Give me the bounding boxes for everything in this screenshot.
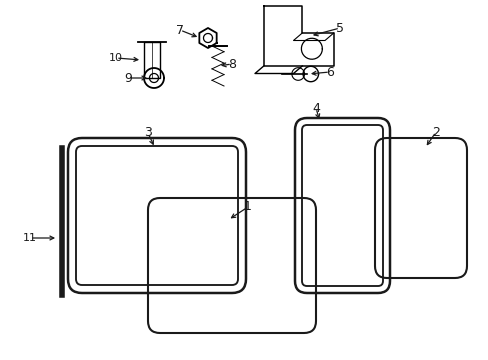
Text: 2: 2 — [431, 126, 439, 139]
Text: 6: 6 — [325, 66, 333, 78]
Text: 7: 7 — [176, 23, 183, 36]
Text: 10: 10 — [109, 53, 123, 63]
Text: 3: 3 — [144, 126, 152, 139]
Bar — [143, 42, 160, 78]
Text: 5: 5 — [335, 22, 343, 35]
Text: 1: 1 — [244, 201, 251, 213]
Text: 11: 11 — [23, 233, 37, 243]
Text: 9: 9 — [124, 72, 132, 85]
Text: 8: 8 — [227, 58, 236, 71]
Text: 4: 4 — [311, 102, 319, 114]
